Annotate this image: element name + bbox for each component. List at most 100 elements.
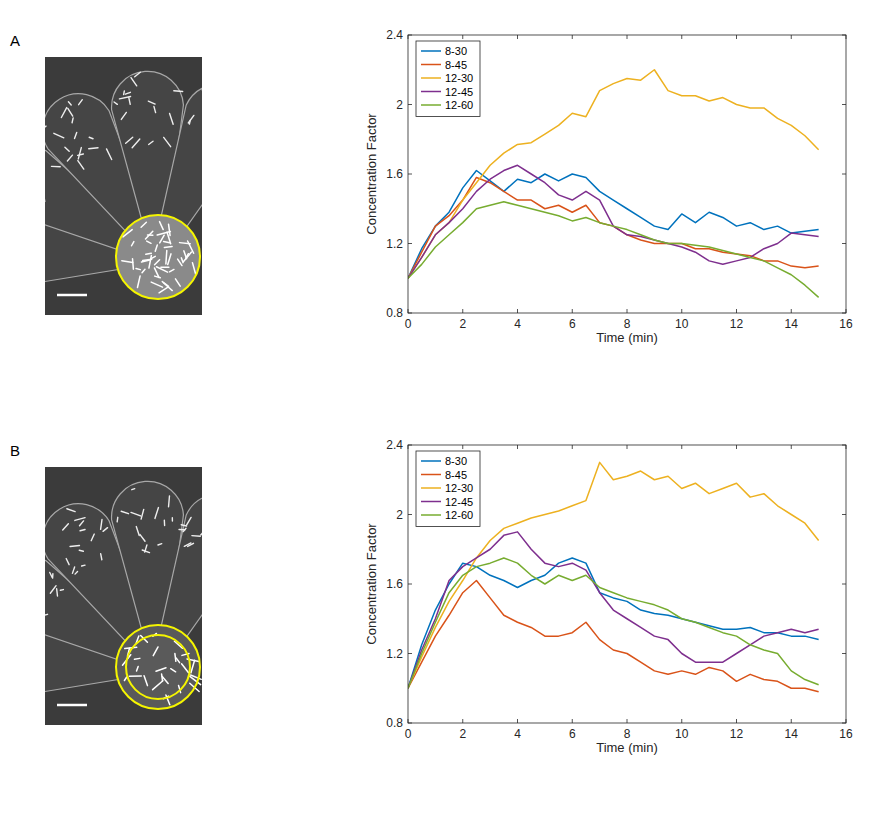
filament (75, 572, 78, 575)
y-tick (408, 445, 412, 446)
filament (188, 543, 194, 546)
legend-swatch (421, 460, 441, 462)
filament (78, 154, 84, 155)
filament (142, 269, 145, 272)
filament (169, 269, 173, 271)
y-tick-label: 1.6 (386, 167, 403, 181)
filament (174, 654, 176, 662)
filament (143, 259, 152, 260)
x-tick-top (736, 445, 737, 449)
series-line (408, 165, 819, 278)
x-tick (627, 719, 628, 723)
filament (191, 660, 195, 673)
filament (164, 520, 166, 525)
y-axis-title: Concentration Factor (364, 113, 379, 235)
y-tick-right (842, 514, 846, 515)
legend-label: 12-60 (445, 509, 473, 521)
legend: 8-308-4512-3012-4512-60 (416, 451, 480, 527)
filament (132, 489, 135, 490)
filament (154, 268, 158, 277)
filament (68, 102, 71, 105)
axes-frame (408, 35, 846, 313)
x-tick-label: 14 (785, 727, 799, 741)
filament (56, 589, 58, 596)
legend-swatch (421, 501, 441, 503)
filament (72, 567, 74, 573)
x-tick (846, 719, 847, 723)
x-tick-top (736, 35, 737, 39)
filament (78, 161, 84, 169)
x-tick (462, 719, 463, 723)
x-tick-top (627, 445, 628, 449)
filament (78, 148, 81, 159)
legend-label: 12-45 (445, 496, 473, 508)
filament (66, 559, 69, 565)
x-tick-label: 16 (839, 727, 853, 741)
filament (187, 517, 192, 525)
y-tick-right (842, 723, 846, 724)
filament (171, 669, 176, 672)
filament (144, 676, 147, 686)
filament (137, 667, 139, 672)
series-line (408, 70, 819, 279)
legend-label: 8-30 (445, 45, 467, 57)
filament (145, 545, 147, 552)
x-tick-top (791, 35, 792, 39)
filament (132, 259, 134, 269)
series-line (408, 462, 819, 688)
filament (178, 259, 182, 266)
x-tick (408, 309, 409, 313)
series-line (408, 202, 819, 298)
filament (80, 529, 85, 530)
filament (188, 115, 194, 123)
x-tick (791, 309, 792, 313)
y-tick-label: 2.4 (386, 438, 403, 452)
filament (164, 246, 172, 248)
series-line (408, 532, 819, 688)
panel-letter: A (10, 32, 20, 49)
filament (174, 90, 183, 92)
y-tick (408, 174, 412, 175)
filament (165, 251, 167, 264)
filament (149, 141, 153, 144)
x-tick-label: 6 (569, 317, 576, 331)
filament (140, 535, 145, 542)
filament (89, 137, 93, 139)
x-tick-top (517, 35, 518, 39)
filament (156, 668, 166, 671)
plot-area (408, 35, 846, 313)
legend: 8-308-4512-3012-4512-60 (416, 41, 480, 117)
x-tick (791, 719, 792, 723)
x-tick-top (572, 445, 573, 449)
filament (63, 524, 69, 530)
scale-bar (57, 704, 87, 707)
filament (89, 147, 98, 149)
filament (65, 147, 69, 151)
micrograph (45, 57, 202, 315)
x-tick-label: 6 (569, 727, 576, 741)
filament (181, 525, 186, 526)
filament (184, 251, 187, 259)
y-tick (408, 723, 412, 724)
filament (121, 112, 126, 119)
x-tick (846, 309, 847, 313)
filament (116, 517, 118, 522)
filament (162, 282, 168, 287)
filament (183, 528, 186, 531)
filament (154, 106, 156, 112)
filament (121, 511, 128, 513)
filament (159, 287, 168, 293)
x-tick-top (462, 445, 463, 449)
y-tick-label: 2 (396, 98, 403, 112)
filament (182, 664, 189, 673)
filament (168, 496, 170, 507)
filament (137, 276, 140, 288)
filament (68, 108, 73, 116)
filament (153, 681, 163, 690)
legend-label: 12-45 (445, 86, 473, 98)
legend-label: 12-60 (445, 99, 473, 111)
filament (151, 282, 162, 287)
legend-box (416, 41, 480, 117)
x-tick (736, 309, 737, 313)
x-tick-label: 14 (785, 317, 799, 331)
